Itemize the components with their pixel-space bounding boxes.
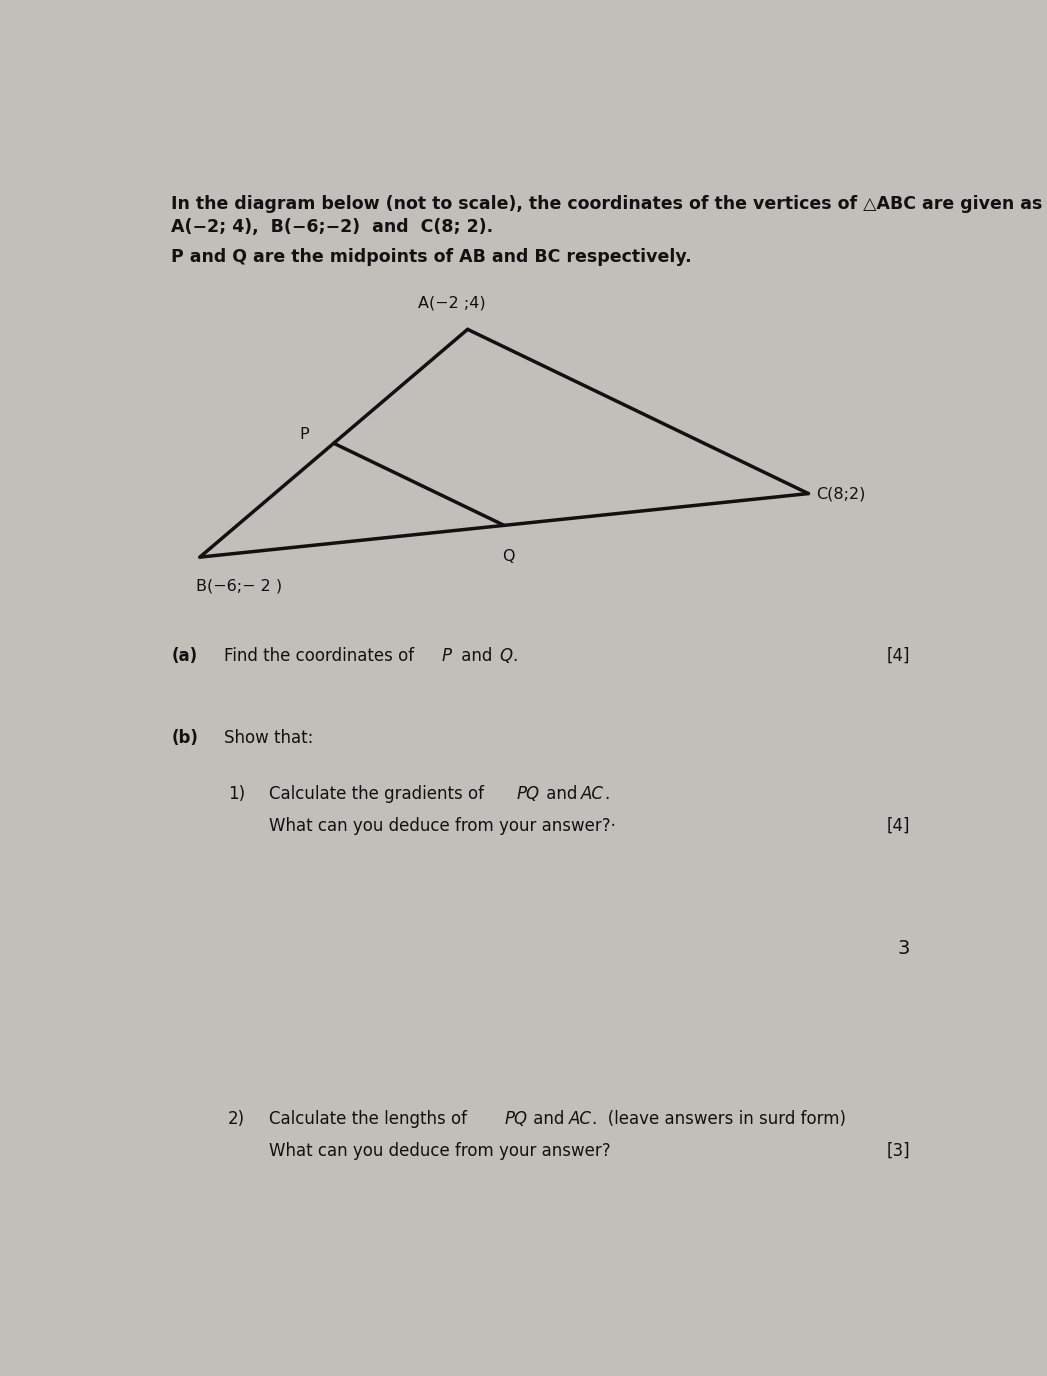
Text: A(−2 ;4): A(−2 ;4) — [418, 296, 485, 310]
Text: [4]: [4] — [887, 647, 910, 665]
Text: P: P — [299, 428, 310, 442]
Text: Calculate the gradients of: Calculate the gradients of — [269, 784, 489, 804]
Text: P: P — [442, 647, 451, 665]
Text: PQ: PQ — [505, 1110, 528, 1128]
Text: A(−2; 4),  B(−6;−2)  and  C(8; 2).: A(−2; 4), B(−6;−2) and C(8; 2). — [172, 217, 493, 237]
Text: AC: AC — [581, 784, 604, 804]
Text: [4]: [4] — [887, 817, 910, 835]
Text: (a): (a) — [172, 647, 198, 665]
Text: Q: Q — [499, 647, 512, 665]
Text: .  (leave answers in surd form): . (leave answers in surd form) — [592, 1110, 846, 1128]
Text: and: and — [540, 784, 582, 804]
Text: 2): 2) — [228, 1110, 245, 1128]
Text: P and Q are the midpoints of AB and BC respectively.: P and Q are the midpoints of AB and BC r… — [172, 248, 692, 266]
Text: and: and — [529, 1110, 571, 1128]
Text: AC: AC — [570, 1110, 592, 1128]
Text: 3: 3 — [897, 938, 910, 958]
Text: (b): (b) — [172, 729, 198, 747]
Text: What can you deduce from your answer?: What can you deduce from your answer? — [269, 1142, 610, 1160]
Text: C(8;2): C(8;2) — [817, 486, 866, 501]
Text: Show that:: Show that: — [224, 729, 313, 747]
Text: .: . — [604, 784, 609, 804]
Text: [3]: [3] — [886, 1142, 910, 1160]
Text: Q: Q — [502, 549, 514, 564]
Text: .: . — [512, 647, 517, 665]
Text: In the diagram below (not to scale), the coordinates of the vertices of △ABC are: In the diagram below (not to scale), the… — [172, 195, 1043, 213]
Text: B(−6;− 2 ): B(−6;− 2 ) — [196, 578, 282, 593]
Text: PQ: PQ — [516, 784, 539, 804]
Text: 1): 1) — [228, 784, 245, 804]
Text: Find the coordinates of: Find the coordinates of — [224, 647, 420, 665]
Text: and: and — [456, 647, 498, 665]
Text: What can you deduce from your answer?·: What can you deduce from your answer?· — [269, 817, 616, 835]
Text: Calculate the lengths of: Calculate the lengths of — [269, 1110, 472, 1128]
